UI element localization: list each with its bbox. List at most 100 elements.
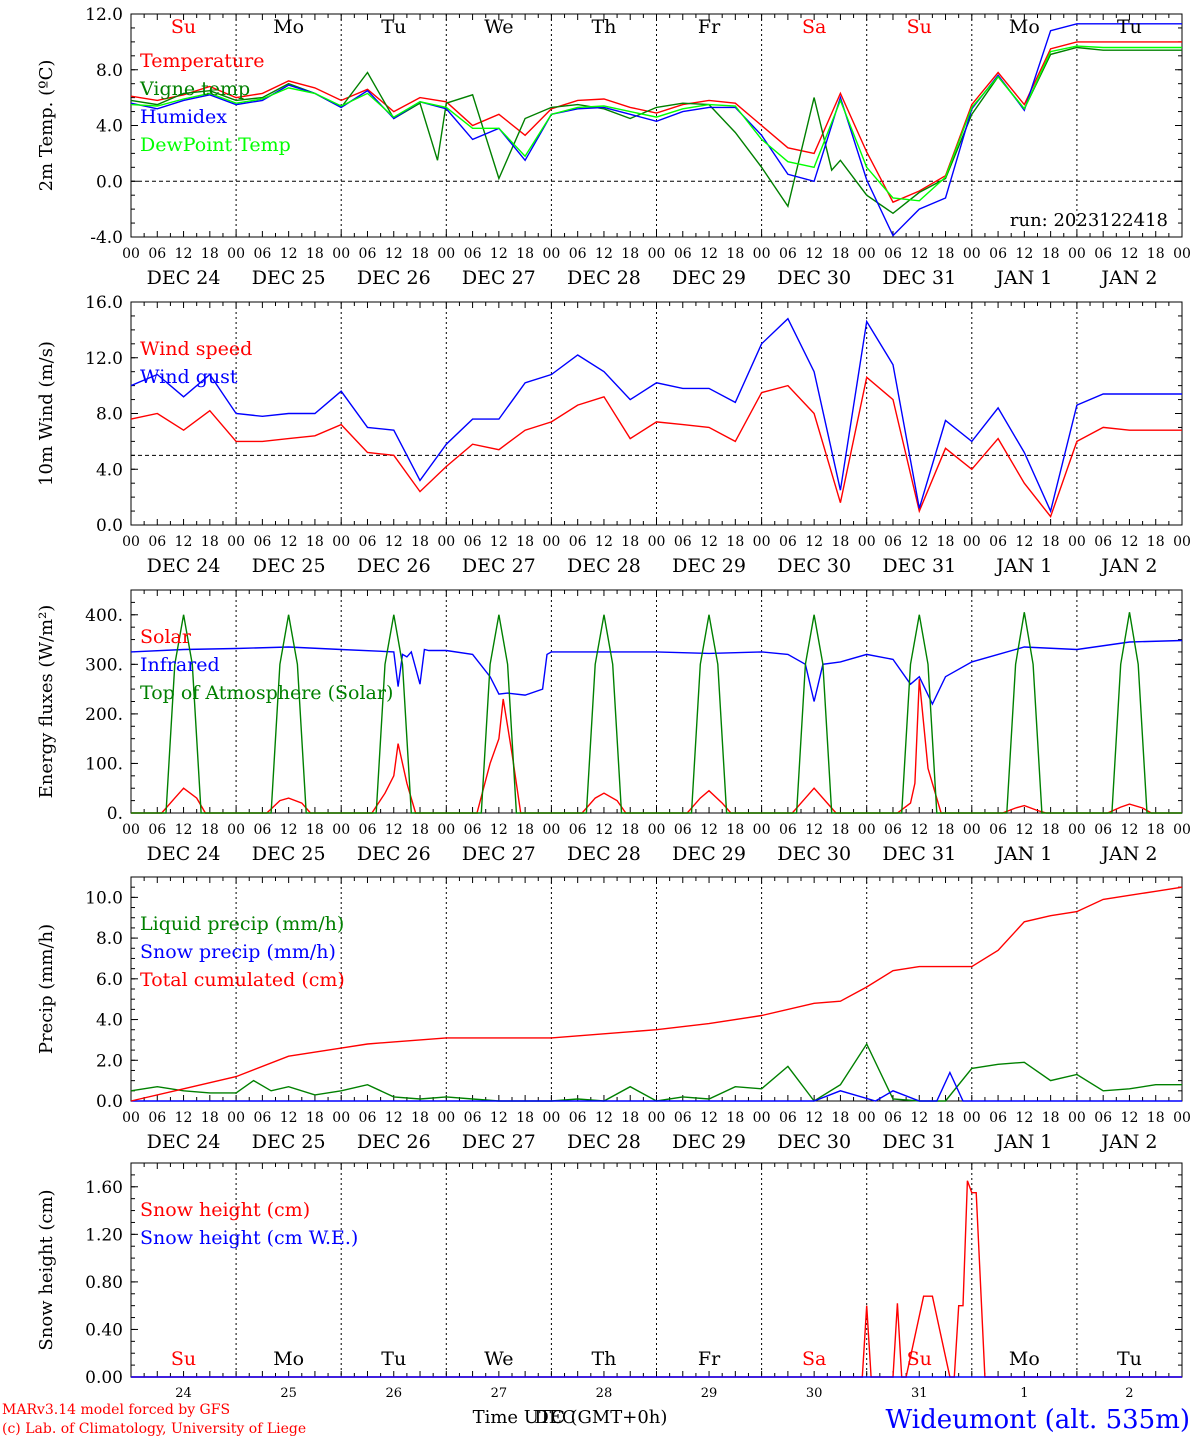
x-date-label: DEC 31 [882,843,956,865]
x-hour-label: 12 [805,534,823,550]
x-date-label: DEC 25 [252,1131,326,1153]
legend-entry: Vigne temp [139,78,250,100]
x-hour-label: 18 [832,822,850,838]
x-hour-label: 18 [832,246,850,262]
x-date-label: DEC 26 [357,843,431,865]
x-hour-label: 12 [385,534,403,550]
x-hour-label: 06 [569,534,587,550]
x-hour-label: 06 [359,246,377,262]
x-hour-label: 12 [385,822,403,838]
x-hour-label: 00 [227,822,245,838]
x-hour-label: 06 [779,246,797,262]
x-hour-label: 06 [464,246,482,262]
x-hour-label: 06 [569,822,587,838]
x-hour-label: 06 [253,246,271,262]
x-hour-label: 12 [175,1110,193,1126]
weekday-label: Tu [381,1348,406,1370]
x-date-label: DEC 28 [567,843,641,865]
x-date-label: DEC 31 [882,555,956,577]
y-tick-label: 300. [85,655,123,675]
x-hour-label: 12 [280,1110,298,1126]
x-date-label: DEC 27 [462,555,536,577]
x-hour-label: 00 [753,1110,771,1126]
x-hour-label: 18 [937,1110,955,1126]
weekday-label: Mo [273,1348,304,1370]
x-hour-label: 06 [464,534,482,550]
x-hour-label: 00 [858,1110,876,1126]
credit-lab: (c) Lab. of Climatology, University of L… [2,1421,306,1437]
day-number-label: 30 [806,1386,823,1401]
x-hour-label: 00 [753,822,771,838]
x-hour-label: 12 [490,1110,508,1126]
y-tick-label: 0.40 [85,1320,123,1340]
x-date-label: DEC 24 [147,555,221,577]
day-number-label: 1 [1020,1386,1028,1401]
x-hour-label: 06 [359,1110,377,1126]
x-hour-label: 18 [621,1110,639,1126]
x-hour-label: 18 [201,534,219,550]
panel-3: 0. 100. 200. 300. 400. Energy fluxes (W/m²) So… [36,589,1191,865]
series-line-liquid-precip-mm-h- [130,1042,1182,1102]
x-hour-label: 12 [1015,822,1033,838]
x-hour-label: 06 [884,1110,902,1126]
x-hour-label: 06 [674,534,692,550]
x-hour-label: 18 [306,534,324,550]
x-hour-label: 00 [858,246,876,262]
x-hour-label: 00 [858,534,876,550]
x-hour-label: 18 [516,1110,534,1126]
x-hour-label: 12 [490,246,508,262]
x-hour-label: 06 [884,246,902,262]
x-hour-label: 06 [674,1110,692,1126]
x-hour-label: 12 [175,246,193,262]
x-hour-label: 06 [989,822,1007,838]
x-hour-label: 06 [1094,534,1112,550]
x-date-label: JAN 2 [1099,555,1157,577]
series-line-total-cumulated-cm- [130,886,1183,1102]
x-hour-label: 18 [832,1110,850,1126]
legend-entry: Snow height (cm W.E.) [140,1227,358,1249]
legend-entry: DewPoint Temp [140,134,291,156]
x-hour-label: 00 [437,1110,455,1126]
x-hour-label: 00 [1068,246,1086,262]
x-hour-label: 18 [621,246,639,262]
x-hour-label: 06 [464,822,482,838]
series-line-wind-speed [130,376,1182,519]
x-hour-label: 18 [411,822,429,838]
x-hour-label: 00 [963,534,981,550]
x-hour-label: 12 [1015,534,1033,550]
weekday-label: Su [171,16,196,38]
x-hour-label: 12 [700,246,718,262]
x-hour-label: 12 [700,1110,718,1126]
x-hour-label: 18 [1147,822,1165,838]
x-hour-label: 12 [805,822,823,838]
legend-entry: Solar [140,626,192,648]
x-hour-label: 12 [1121,822,1139,838]
x-hour-label: 18 [516,822,534,838]
y-axis-label: 2m Temp. (ºC) [36,60,57,192]
x-hour-label: 06 [779,534,797,550]
x-hour-label: 12 [700,534,718,550]
weekday-label: Su [907,16,932,38]
series-line-dewpoint-temp [130,45,1182,202]
x-date-label: DEC 31 [882,1131,956,1153]
x-hour-label: 00 [122,1110,140,1126]
x-hour-label: 00 [648,246,666,262]
y-tick-label: 100. [85,754,123,774]
weekday-label: Fr [698,1348,721,1370]
x-date-label: DEC 24 [147,267,221,289]
x-hour-label: 00 [122,822,140,838]
y-tick-label: 6.0 [96,970,123,990]
x-date-label: DEC 25 [252,555,326,577]
weekday-label: We [484,1348,513,1370]
series-line-temperature [130,41,1182,204]
run-label: run: 2023122418 [1010,210,1168,231]
x-hour-label: 18 [201,246,219,262]
legend-entry: Infrared [140,654,220,676]
x-hour-label: 12 [1121,1110,1139,1126]
y-tick-label: 0.0 [96,172,123,192]
x-axis-title: Time UTC (GMT+0h) [473,1407,668,1428]
x-date-label: DEC 29 [672,1131,746,1153]
x-date-label: JAN 1 [994,555,1052,577]
x-hour-label: 06 [359,534,377,550]
y-axis-label: 10m Wind (m/s) [36,341,57,486]
